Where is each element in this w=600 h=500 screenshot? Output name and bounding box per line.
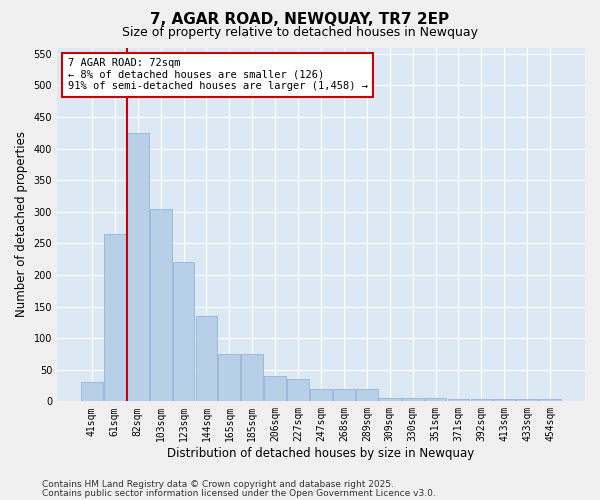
Bar <box>104 234 126 402</box>
Bar <box>448 400 469 402</box>
Bar <box>333 388 355 402</box>
Text: 7, AGAR ROAD, NEWQUAY, TR7 2EP: 7, AGAR ROAD, NEWQUAY, TR7 2EP <box>151 12 449 28</box>
Bar <box>287 379 309 402</box>
Bar <box>493 400 515 402</box>
Bar <box>402 398 424 402</box>
Y-axis label: Number of detached properties: Number of detached properties <box>15 132 28 318</box>
Bar <box>150 208 172 402</box>
Bar <box>173 262 194 402</box>
Bar <box>218 354 240 402</box>
Text: Contains public sector information licensed under the Open Government Licence v3: Contains public sector information licen… <box>42 488 436 498</box>
Bar <box>241 354 263 402</box>
Text: Contains HM Land Registry data © Crown copyright and database right 2025.: Contains HM Land Registry data © Crown c… <box>42 480 394 489</box>
Bar <box>127 133 149 402</box>
Bar <box>196 316 217 402</box>
Bar <box>425 398 446 402</box>
Text: 7 AGAR ROAD: 72sqm
← 8% of detached houses are smaller (126)
91% of semi-detache: 7 AGAR ROAD: 72sqm ← 8% of detached hous… <box>68 58 368 92</box>
Text: Size of property relative to detached houses in Newquay: Size of property relative to detached ho… <box>122 26 478 39</box>
Bar <box>310 388 332 402</box>
Bar <box>356 388 378 402</box>
Bar <box>539 400 561 402</box>
Bar <box>470 400 492 402</box>
Bar <box>517 400 538 402</box>
X-axis label: Distribution of detached houses by size in Newquay: Distribution of detached houses by size … <box>167 447 475 460</box>
Bar <box>81 382 103 402</box>
Bar <box>379 398 401 402</box>
Bar <box>265 376 286 402</box>
